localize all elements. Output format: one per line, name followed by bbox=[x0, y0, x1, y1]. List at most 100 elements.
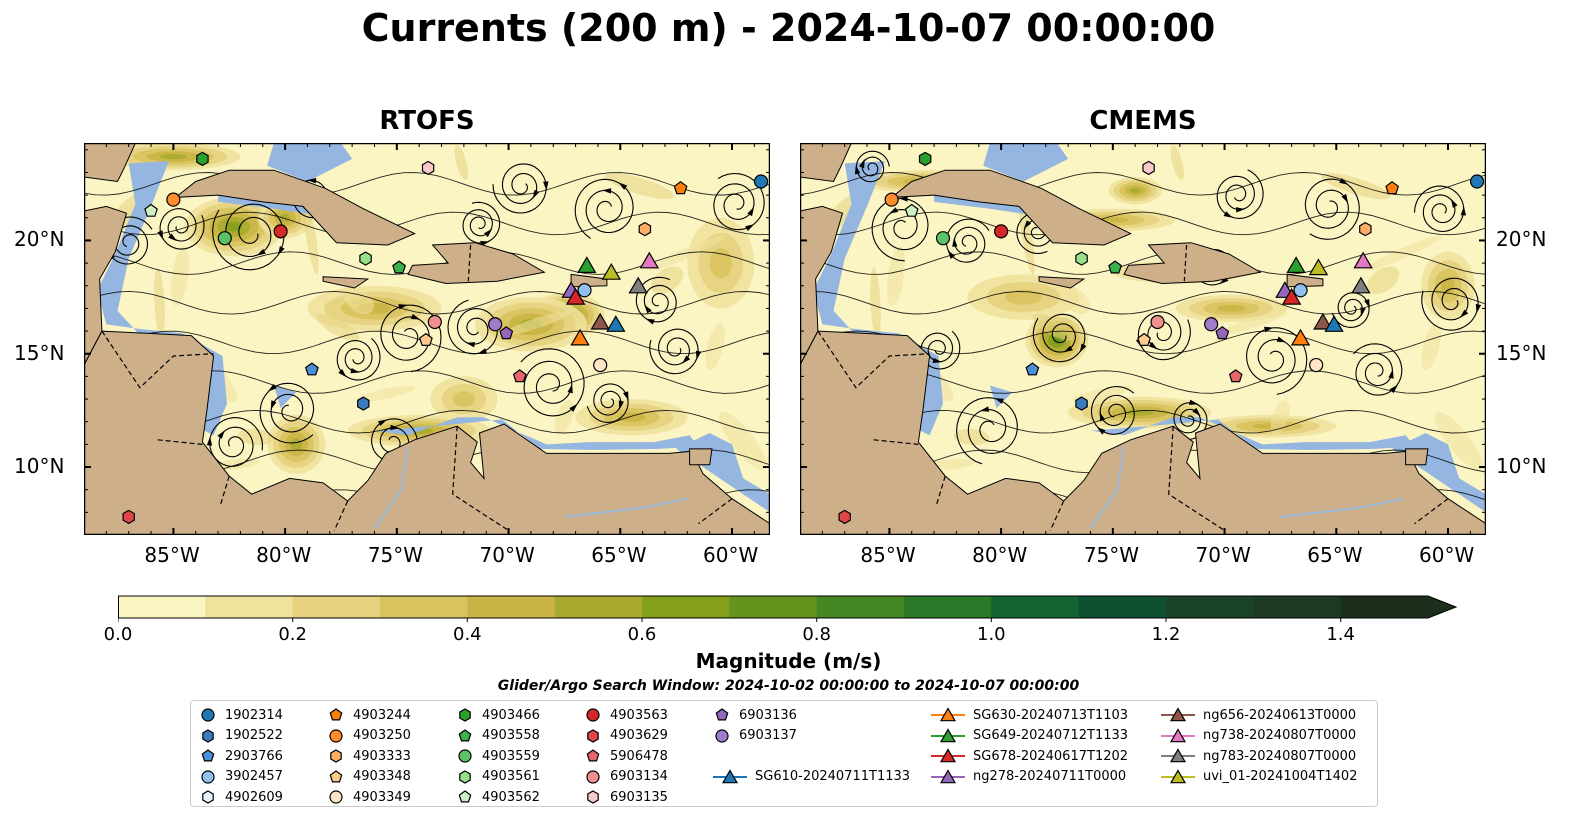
legend-label: 4903244 bbox=[353, 707, 411, 723]
colorbar-bin bbox=[729, 596, 818, 618]
lon-tick-label: 80°W bbox=[256, 543, 312, 567]
legend-marker-icon bbox=[458, 728, 472, 741]
legend-item: 2903766 bbox=[199, 746, 283, 766]
marker-ng783-20240807T0000 bbox=[1351, 276, 1371, 294]
legend-marker-icon bbox=[201, 769, 215, 784]
legend-marker-icon bbox=[586, 769, 600, 784]
legend-label: 4903348 bbox=[353, 769, 411, 784]
legend-marker bbox=[329, 728, 343, 743]
legend-label: 3902457 bbox=[225, 769, 283, 784]
legend-marker-icon bbox=[1161, 707, 1195, 722]
legend-label: 4903250 bbox=[353, 728, 411, 743]
legend-label: 1902522 bbox=[225, 728, 283, 743]
legend-marker bbox=[586, 708, 600, 722]
marker-SG630-20240713T1103 bbox=[1290, 328, 1311, 346]
marker-SG630-20240713T1103 bbox=[570, 328, 590, 346]
marker-6903134 bbox=[1150, 314, 1165, 330]
legend-marker-icon bbox=[202, 790, 214, 804]
marker-SG649-20240712T1133 bbox=[577, 256, 597, 273]
marker-1902522 bbox=[357, 396, 370, 411]
map-rtofs bbox=[84, 143, 770, 535]
legend-marker-icon bbox=[1161, 727, 1195, 742]
marker-4903348 bbox=[418, 332, 433, 346]
legend-item: 4903250 bbox=[327, 726, 411, 746]
marker-6903135 bbox=[1142, 160, 1155, 176]
legend-marker-icon bbox=[715, 708, 729, 721]
legend-marker bbox=[201, 749, 215, 762]
legend-marker-icon bbox=[586, 749, 600, 762]
legend-label: 4903349 bbox=[353, 789, 411, 805]
marker-uvi_01-20241004T1402 bbox=[601, 262, 622, 280]
legend-marker-icon bbox=[329, 769, 343, 782]
legend-label: 6903136 bbox=[739, 707, 797, 723]
legend-label: 4903629 bbox=[610, 728, 668, 743]
legend-item: ng656-20240613T0000 bbox=[1161, 705, 1356, 725]
legend-label: ng738-20240807T0000 bbox=[1203, 728, 1357, 743]
legend-marker bbox=[1169, 768, 1187, 783]
marker-6903136 bbox=[499, 326, 514, 340]
legend-marker bbox=[201, 769, 215, 784]
legend-label: 1902314 bbox=[225, 707, 283, 723]
map-cmems bbox=[800, 143, 1486, 535]
marker-SG610-20240711T1133 bbox=[606, 315, 626, 332]
legend-marker bbox=[939, 727, 957, 742]
legend-item: 6903135 bbox=[584, 787, 668, 807]
lon-tick-label: 70°W bbox=[1195, 543, 1251, 567]
legend-label: 4903562 bbox=[482, 789, 540, 805]
legend-label: 6903134 bbox=[610, 769, 668, 784]
legend-marker-icon bbox=[586, 708, 600, 722]
lat-tick-label: 20°N bbox=[1496, 227, 1547, 252]
marker-ng738-20240807T0000 bbox=[1353, 251, 1373, 269]
legend-item: 4903563 bbox=[584, 705, 668, 725]
marker-4903561 bbox=[1075, 251, 1088, 266]
legend-marker bbox=[458, 728, 472, 741]
marker-SG649-20240712T1133 bbox=[1286, 256, 1306, 273]
lat-tick-label: 15°N bbox=[14, 340, 65, 365]
marker-3902457 bbox=[1293, 283, 1308, 298]
colorbar-tick-label: 0.2 bbox=[278, 624, 307, 645]
legend-item: SG678-20240617T1202 bbox=[931, 746, 1128, 766]
observation-markers bbox=[838, 151, 1485, 525]
legend-marker bbox=[1169, 707, 1187, 722]
marker-ng783-20240807T0000 bbox=[628, 276, 648, 294]
legend-label: ng278-20240711T0000 bbox=[973, 769, 1127, 784]
legend-marker bbox=[201, 708, 215, 722]
legend-marker bbox=[459, 769, 471, 784]
legend-marker-icon bbox=[931, 707, 965, 722]
legend: 1902314 1902522 2903766 3902457 4902609 49032… bbox=[190, 700, 1378, 807]
lon-tick-label: 65°W bbox=[591, 543, 647, 567]
marker-1902522 bbox=[1075, 396, 1088, 411]
marker-4903244 bbox=[1385, 181, 1400, 195]
legend-marker bbox=[330, 749, 342, 763]
marker-4903466 bbox=[918, 151, 932, 167]
lon-tick-label: 75°W bbox=[1083, 543, 1140, 567]
colorbar-bin bbox=[554, 596, 643, 618]
legend-label: ng656-20240613T0000 bbox=[1203, 707, 1357, 723]
colorbar-bin bbox=[1340, 596, 1429, 618]
colorbar-tick-label: 1.0 bbox=[977, 624, 1006, 645]
legend-marker bbox=[202, 728, 214, 743]
lon-tick-label: 60°W bbox=[703, 543, 759, 567]
panel-title-rtofs: RTOFS bbox=[379, 106, 475, 136]
observation-markers bbox=[122, 151, 769, 525]
legend-item: 4903561 bbox=[456, 767, 540, 787]
search-window-text: Glider/Argo Search Window: 2024-10-02 00… bbox=[497, 678, 1080, 694]
colorbar-tick-label: 0.6 bbox=[627, 624, 657, 645]
marker-1902314 bbox=[1469, 174, 1485, 189]
legend-item: 4903562 bbox=[456, 787, 540, 807]
legend-item: 6903137 bbox=[713, 726, 797, 746]
legend-marker-icon bbox=[458, 749, 472, 763]
legend-item: 4902609 bbox=[199, 787, 283, 807]
marker-ng738-20240807T0000 bbox=[639, 251, 660, 269]
legend-item: 4903244 bbox=[327, 705, 411, 725]
legend-label: 6903135 bbox=[610, 789, 668, 805]
marker-5906478 bbox=[1228, 369, 1243, 383]
lat-tick-label: 20°N bbox=[14, 227, 65, 252]
colorbar-extend-arrow bbox=[1428, 596, 1456, 618]
marker-4903629 bbox=[122, 509, 135, 525]
marker-uvi_01-20241004T1402 bbox=[1308, 258, 1329, 276]
legend-item: uvi_01-20241004T1402 bbox=[1161, 767, 1357, 787]
lon-tick-label: 85°W bbox=[144, 543, 200, 567]
colorbar-bin bbox=[1078, 596, 1167, 618]
legend-label: 4903466 bbox=[482, 707, 540, 723]
